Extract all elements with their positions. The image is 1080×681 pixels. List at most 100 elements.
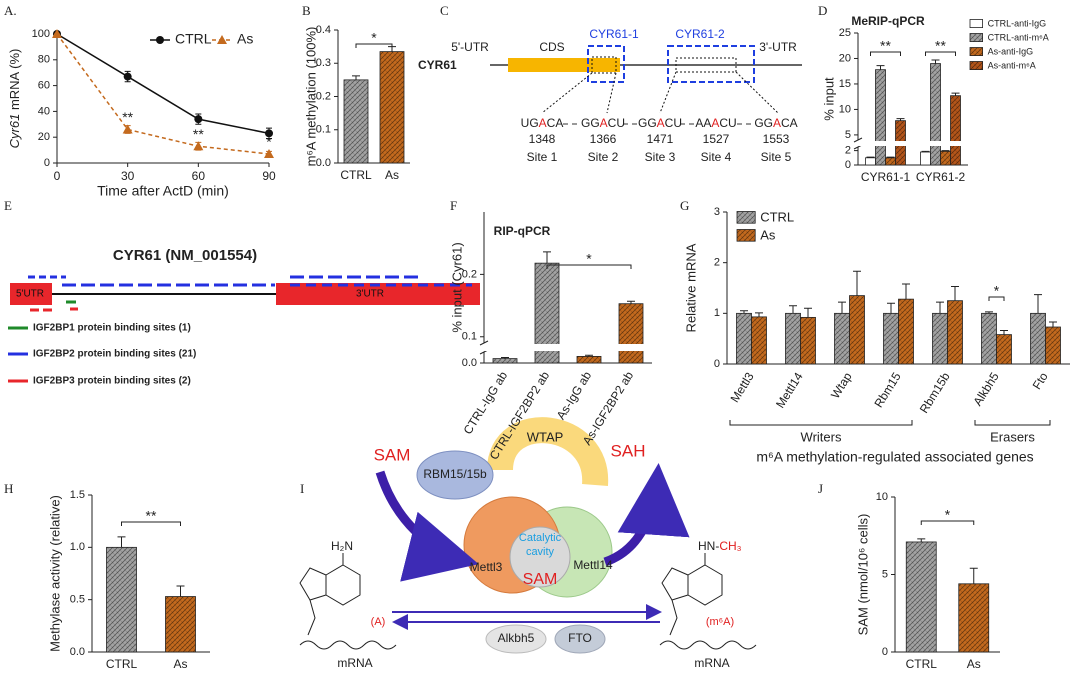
legend-label: CTRL-anti-IgG (988, 18, 1047, 28)
bar (930, 63, 941, 166)
y-axis-label: m⁶A methylation (100%) (303, 27, 318, 167)
y-tick-label: 100 (32, 28, 50, 40)
region-label: CYR61-2 (675, 27, 725, 41)
marker (264, 148, 274, 158)
y-tick-label: 5 (882, 568, 888, 580)
error-bar (838, 301, 846, 314)
error-bar (921, 150, 930, 153)
eraser-label: FTO (568, 631, 592, 645)
y-tick-label: 60 (38, 80, 50, 92)
site-position: 1366 (590, 132, 617, 146)
bar (736, 312, 752, 365)
x-tick-label: CYR61-2 (916, 170, 966, 184)
legend-label: CTRL-anti-m⁶A (988, 32, 1049, 42)
x-tick-label: Mettl14 (773, 370, 806, 411)
significance-bracket (920, 520, 975, 525)
error-bar (896, 118, 905, 121)
significance-label: ** (146, 508, 157, 524)
legend-swatch (969, 19, 984, 29)
significance-bracket (355, 43, 393, 48)
y-axis-label: % input (821, 77, 836, 121)
utr-label: 5'-UTR (451, 40, 489, 54)
ibp2-sites (28, 275, 472, 287)
legend-marker (156, 36, 164, 44)
error-bar (627, 300, 635, 304)
legend-label: CTRL (175, 31, 212, 47)
sam-label: SAM (374, 445, 411, 464)
bar (834, 312, 850, 365)
y-tick-label: 1.5 (70, 489, 85, 501)
legend-swatch (736, 229, 756, 242)
panel-c: C CYR61 5'-UTR CDS 3'-UTR CYR61-1 CYR61-… (418, 3, 802, 164)
bar (576, 355, 602, 364)
site-position: 1553 (763, 132, 790, 146)
significance-label: ** (193, 126, 204, 142)
mrna-strand (659, 640, 757, 650)
bar (800, 316, 816, 365)
significance-label: ** (880, 38, 891, 54)
error-bar (985, 311, 993, 314)
error-bar (117, 536, 126, 548)
group-label: Writers (801, 429, 842, 444)
sah-arrow (603, 463, 690, 567)
error-bar (1049, 321, 1057, 328)
connectors (541, 71, 779, 114)
y-tick-label: 0 (44, 157, 50, 169)
cavity-label: cavity (526, 546, 555, 558)
error-bar (755, 312, 763, 317)
utr-box (10, 283, 52, 305)
bar (1030, 312, 1046, 365)
legend-label: IGF2BP2 protein binding sites (21) (33, 349, 196, 360)
y-tick-label: 0.5 (70, 594, 85, 606)
error-bar (951, 92, 960, 96)
rbm-shape (416, 450, 494, 500)
x-tick-label: CTRL (906, 657, 938, 671)
gene-label: CYR61 (418, 58, 457, 72)
error-bar (951, 285, 959, 301)
site-name: Site 4 (701, 150, 732, 164)
y-tick-label: 25 (839, 27, 851, 39)
adenine-right (661, 553, 723, 636)
error-bar (866, 156, 875, 158)
significance-label: * (586, 251, 592, 267)
legend-label: As (760, 227, 776, 242)
y-tick-label: 0.2 (462, 268, 477, 280)
y-tick-label: 0 (882, 646, 888, 658)
bar (751, 316, 767, 365)
significance-label: * (945, 507, 951, 523)
site-sequence: GGACU (638, 116, 682, 130)
y-axis-label: SAM (nmol/10⁶ cells) (855, 514, 870, 636)
error-bar (804, 307, 812, 318)
panel-letter: B (302, 3, 311, 18)
significance-label: * (994, 283, 1000, 299)
bar (950, 95, 961, 166)
marker (123, 72, 132, 81)
error-bar (585, 354, 593, 357)
bar (920, 151, 931, 166)
site-sequence: AAACU (695, 116, 736, 130)
significance-bracket (988, 296, 1005, 301)
x-tick-label: Rbm15 (871, 370, 904, 411)
group-bracket (729, 420, 913, 426)
y-tick-label: 0.0 (462, 357, 477, 369)
x-tick-label: 0 (54, 169, 61, 183)
bar (785, 312, 801, 365)
y-tick-label: 0.1 (462, 331, 477, 343)
y-tick-label: 2 (845, 145, 851, 157)
eraser-shape (485, 624, 547, 654)
error-bar (501, 357, 509, 359)
y-tick-label: 20 (839, 52, 851, 64)
error-bar (886, 156, 895, 158)
legend-label: CTRL (760, 209, 794, 224)
y-tick-label: 40 (38, 105, 50, 117)
legend-label: IGF2BP1 protein binding sites (1) (33, 323, 191, 334)
y-axis-label: Methylase activity (relative) (47, 495, 62, 652)
significance-bracket (925, 51, 956, 56)
utr-box (276, 283, 480, 305)
marker (52, 29, 62, 38)
y-tick-label: 10 (876, 491, 888, 503)
x-tick-label: As (173, 657, 187, 671)
bar (883, 312, 899, 365)
y-tick-label: 3 (714, 206, 720, 218)
x-tick-label: CYR61-1 (861, 170, 911, 184)
